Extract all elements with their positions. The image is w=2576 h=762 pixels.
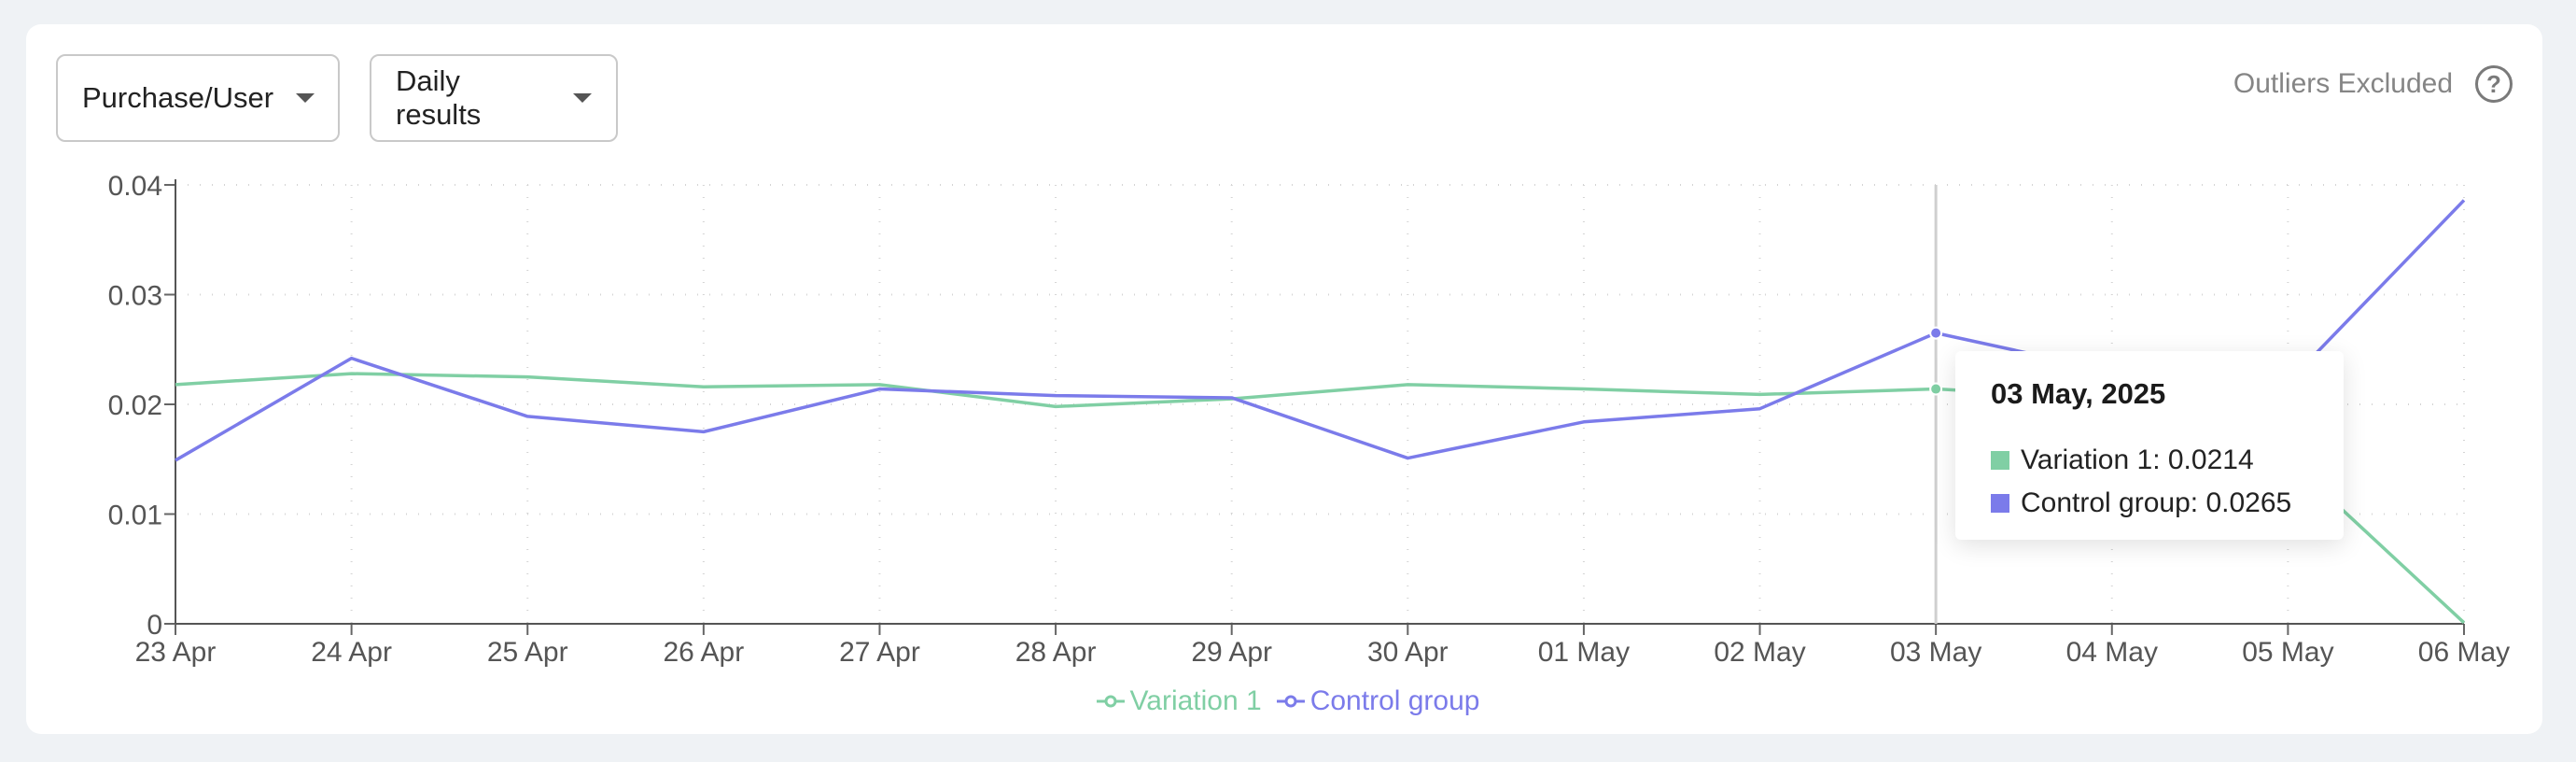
period-dropdown[interactable]: Daily results bbox=[370, 54, 618, 142]
y-tick-label: 0.01 bbox=[108, 501, 162, 531]
legend-label-variation: Variation 1 bbox=[1129, 685, 1262, 716]
tooltip-variation-value: Variation 1: 0.0214 bbox=[2021, 444, 2254, 475]
x-tick-label: 27 Apr bbox=[839, 637, 920, 668]
x-tick-label: 30 Apr bbox=[1367, 637, 1449, 668]
tooltip-control-value: Control group: 0.0265 bbox=[2021, 487, 2292, 518]
y-tick-label: 0 bbox=[147, 610, 162, 641]
variation-swatch bbox=[1991, 451, 2009, 470]
outliers-status: Outliers Excluded ? bbox=[2233, 65, 2513, 103]
x-tick-label: 06 May bbox=[2418, 637, 2510, 668]
legend-item-control[interactable]: Control group bbox=[1276, 685, 1480, 717]
legend-item-variation[interactable]: Variation 1 bbox=[1096, 685, 1262, 717]
x-tick-label: 23 Apr bbox=[135, 637, 217, 668]
control-swatch bbox=[1991, 494, 2009, 513]
y-tick-label: 0.04 bbox=[108, 171, 162, 202]
x-tick-label: 05 May bbox=[2242, 637, 2333, 668]
tooltip-row-control: Control group: 0.0265 bbox=[1991, 482, 2308, 525]
chart-legend: Variation 1 Control group bbox=[0, 685, 2576, 717]
x-tick-label: 03 May bbox=[1890, 637, 1981, 668]
metric-dropdown[interactable]: Purchase/User bbox=[56, 54, 340, 142]
question-circle-icon[interactable]: ? bbox=[2475, 65, 2513, 103]
data-point-variation bbox=[1929, 382, 1943, 396]
x-tick-label: 02 May bbox=[1714, 637, 1805, 668]
tooltip-date: 03 May, 2025 bbox=[1991, 377, 2166, 410]
x-tick-label: 28 Apr bbox=[1015, 637, 1097, 668]
x-tick-label: 24 Apr bbox=[311, 637, 392, 668]
x-tick-label: 26 Apr bbox=[663, 637, 744, 668]
y-tick-label: 0.03 bbox=[108, 281, 162, 312]
x-tick-label: 29 Apr bbox=[1191, 637, 1272, 668]
chevron-down-icon bbox=[573, 93, 592, 103]
x-tick-label: 01 May bbox=[1538, 637, 1630, 668]
chevron-down-icon bbox=[296, 93, 315, 103]
legend-label-control: Control group bbox=[1309, 685, 1480, 716]
y-tick-label: 0.02 bbox=[108, 390, 162, 421]
period-dropdown-label: Daily results bbox=[396, 64, 482, 131]
chart-tooltip: 03 May, 2025 Variation 1: 0.0214 Control… bbox=[1955, 351, 2344, 540]
metric-dropdown-label: Purchase/User bbox=[82, 81, 274, 114]
x-tick-label: 25 Apr bbox=[487, 637, 568, 668]
tooltip-row-variation: Variation 1: 0.0214 bbox=[1991, 439, 2308, 482]
legend-line-marker-icon bbox=[1096, 695, 1125, 708]
outliers-label: Outliers Excluded bbox=[2233, 68, 2453, 99]
x-tick-label: 04 May bbox=[2066, 637, 2158, 668]
legend-line-marker-icon bbox=[1276, 695, 1305, 708]
data-point-control bbox=[1929, 326, 1943, 340]
